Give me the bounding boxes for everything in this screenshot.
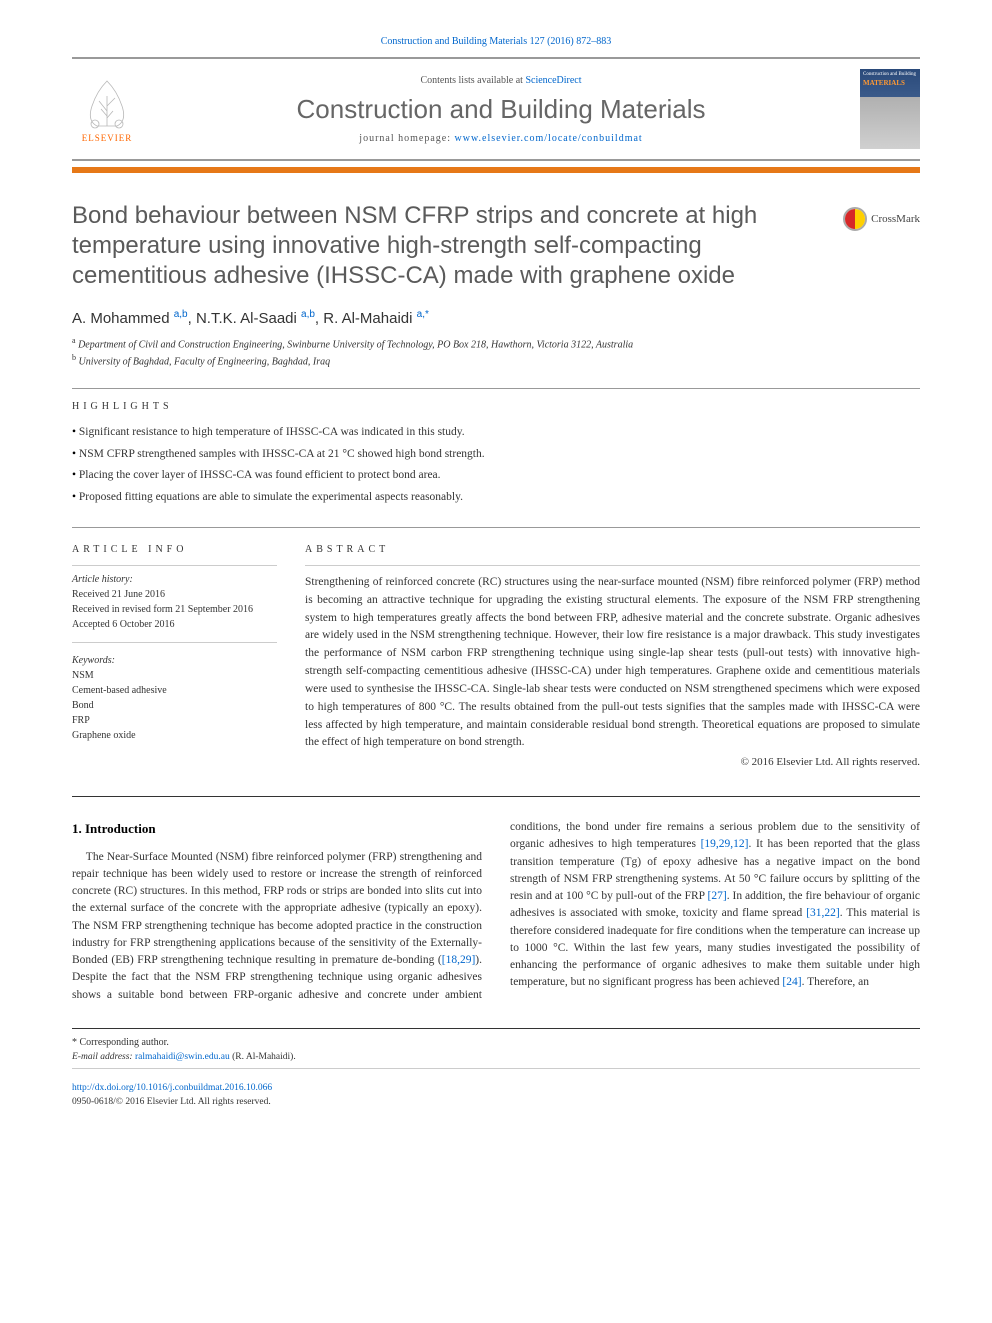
elsevier-tree-icon — [77, 76, 137, 131]
author-list: A. Mohammed a,b, N.T.K. Al-Saadi a,b, R.… — [72, 309, 920, 327]
sciencedirect-link[interactable]: ScienceDirect — [525, 75, 581, 86]
section-divider — [72, 527, 920, 528]
corresponding-author: * Corresponding author. — [72, 1035, 920, 1050]
body-paragraph: The Near-Surface Mounted (NSM) fibre rei… — [72, 819, 920, 1004]
keyword: NSM — [72, 668, 277, 683]
crossmark-badge[interactable]: CrossMark — [843, 207, 920, 231]
orange-divider — [72, 167, 920, 173]
highlights-section: HIGHLIGHTS Significant resistance to hig… — [72, 401, 920, 509]
citation-ref[interactable]: [27] — [708, 890, 727, 902]
citation-header: Construction and Building Materials 127 … — [72, 36, 920, 47]
crossmark-label: CrossMark — [871, 213, 920, 225]
highlight-item: Placing the cover layer of IHSSC-CA was … — [72, 465, 920, 487]
section-divider — [72, 388, 920, 389]
contents-available: Contents lists available at ScienceDirec… — [154, 75, 848, 86]
abstract-copyright: © 2016 Elsevier Ltd. All rights reserved… — [305, 756, 920, 768]
highlight-item: Proposed fitting equations are able to s… — [72, 487, 920, 509]
abstract-text: Strengthening of reinforced concrete (RC… — [305, 574, 920, 752]
keyword: Graphene oxide — [72, 728, 277, 743]
keyword: Bond — [72, 698, 277, 713]
article-title: Bond behaviour between NSM CFRP strips a… — [72, 201, 825, 291]
citation-ref[interactable]: [31,22] — [806, 907, 840, 919]
homepage-link[interactable]: www.elsevier.com/locate/conbuildmat — [455, 133, 643, 144]
highlights-label: HIGHLIGHTS — [72, 401, 920, 412]
article-info-label: ARTICLE INFO — [72, 544, 277, 555]
citation-ref[interactable]: [18,29] — [442, 954, 476, 966]
affiliation-line: b University of Baghdad, Faculty of Engi… — [72, 352, 920, 369]
affiliations: a Department of Civil and Construction E… — [72, 335, 920, 370]
email-link[interactable]: ralmahaidi@swin.edu.au — [135, 1052, 230, 1062]
crossmark-icon — [843, 207, 867, 231]
page-footer: * Corresponding author. E-mail address: … — [72, 1028, 920, 1110]
keyword: Cement-based adhesive — [72, 683, 277, 698]
affiliation-line: a Department of Civil and Construction E… — [72, 335, 920, 352]
elsevier-logo: ELSEVIER — [72, 69, 142, 149]
journal-homepage: journal homepage: www.elsevier.com/locat… — [154, 133, 848, 144]
abstract-label: ABSTRACT — [305, 544, 920, 555]
highlight-item: Significant resistance to high temperatu… — [72, 422, 920, 444]
citation-ref[interactable]: [19,29,12] — [701, 838, 749, 850]
section-heading: 1. Introduction — [72, 819, 482, 839]
highlights-list: Significant resistance to high temperatu… — [72, 422, 920, 509]
doi-link[interactable]: http://dx.doi.org/10.1016/j.conbuildmat.… — [72, 1083, 272, 1093]
journal-header: ELSEVIER Contents lists available at Sci… — [72, 57, 920, 161]
article-history: Article history: Received 21 June 2016 R… — [72, 572, 277, 743]
body-divider — [72, 796, 920, 797]
corresponding-email: E-mail address: ralmahaidi@swin.edu.au (… — [72, 1050, 920, 1064]
elsevier-wordmark: ELSEVIER — [82, 133, 133, 143]
article-body: 1. Introduction The Near-Surface Mounted… — [72, 819, 920, 1004]
issn-copyright: 0950-0618/© 2016 Elsevier Ltd. All right… — [72, 1095, 920, 1109]
keyword: FRP — [72, 713, 277, 728]
citation-ref[interactable]: [24] — [782, 976, 801, 988]
journal-cover-thumbnail: Construction and Building MATERIALS — [860, 69, 920, 149]
journal-title: Construction and Building Materials — [154, 94, 848, 125]
highlight-item: NSM CFRP strengthened samples with IHSSC… — [72, 444, 920, 466]
